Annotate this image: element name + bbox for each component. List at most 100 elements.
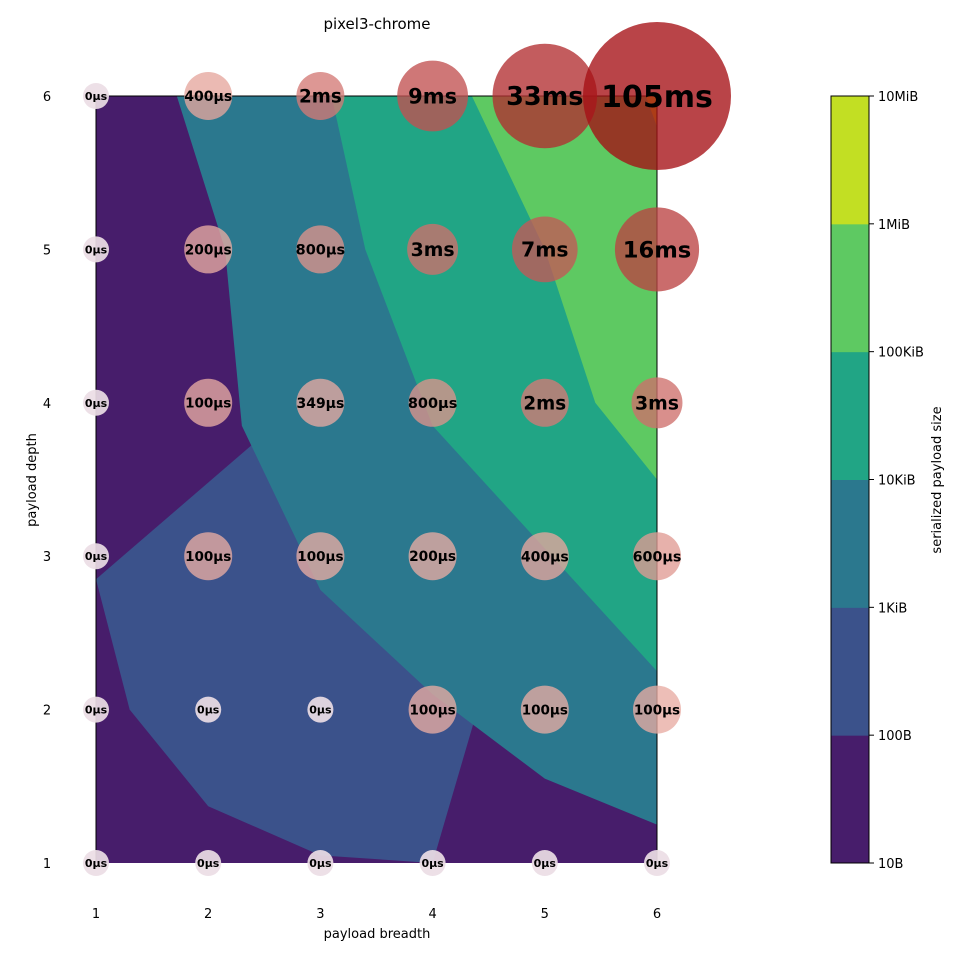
bubble — [520, 378, 569, 427]
y-tick-label: 6 — [43, 90, 51, 105]
colorbar-tick-label: 10B — [878, 857, 903, 872]
bubble-label: 800µs — [296, 243, 345, 259]
bubble-label: 0µs — [646, 857, 669, 870]
colorbar: 10B 100B 1KiB 10KiB 100KiB 1MiB 10MiB — [830, 90, 924, 872]
colorbar-segment — [831, 735, 869, 864]
bubble-label: 3ms — [635, 393, 679, 415]
bubble — [407, 223, 459, 275]
bubble-label: 100µs — [522, 702, 568, 718]
bubble-label: 100µs — [409, 702, 455, 718]
bubble — [83, 83, 109, 109]
bubble-label: 349µs — [297, 396, 345, 412]
bubble-label: 100µs — [185, 396, 231, 412]
bubble — [583, 22, 731, 170]
y-tick-label: 2 — [43, 704, 51, 719]
bubble-label: 200µs — [185, 242, 232, 258]
x-tick-label: 6 — [653, 907, 661, 922]
bubble — [296, 378, 345, 427]
axes-layer: 1 2 3 4 5 6 1 2 3 4 5 6 — [43, 90, 661, 922]
colorbar-tick-label: 100KiB — [878, 346, 924, 361]
x-tick-label: 4 — [428, 907, 436, 922]
bubble — [184, 532, 233, 581]
y-axis-label: payload depth — [25, 433, 40, 527]
y-tick-label: 3 — [43, 550, 51, 565]
bubble-label: 0µs — [421, 857, 444, 870]
bubble — [408, 685, 457, 734]
bubble-label: 0µs — [85, 704, 108, 717]
colorbar-tick-label: 1KiB — [878, 601, 907, 616]
bubble-layer: 0µs 0µs 0µs 0µs 0µs 0µs 0µs 0µs 0µs 0µs 0µs 0µs 0µs 1… — [83, 22, 731, 876]
colorbar-segment — [831, 96, 869, 225]
x-tick-label: 3 — [316, 907, 324, 922]
bubble-label: 100µs — [634, 702, 680, 718]
colorbar-tick-label: 1MiB — [878, 218, 910, 233]
bubble — [520, 532, 569, 581]
bubble-label: 105ms — [601, 80, 713, 115]
x-tick-label: 2 — [204, 907, 212, 922]
contour-layer — [96, 96, 657, 863]
colorbar-tick-label: 10MiB — [878, 90, 918, 105]
bubble — [520, 685, 569, 734]
bubble — [83, 696, 109, 723]
bubble — [307, 696, 334, 723]
bubble — [184, 72, 233, 120]
bubble — [83, 389, 109, 416]
bubble — [408, 532, 457, 581]
colorbar-tick-label: 100B — [878, 729, 912, 744]
bubble — [397, 60, 469, 132]
chart-title: pixel3-chrome — [323, 15, 430, 33]
bubble — [296, 532, 345, 581]
bubble — [296, 72, 345, 120]
colorbar-segment — [831, 223, 869, 353]
bubble-label: 33ms — [506, 82, 583, 112]
colorbar-tick-label: 10KiB — [878, 474, 916, 489]
colorbar-label: serialized payload size — [930, 406, 945, 553]
bubble-label: 0µs — [197, 857, 220, 870]
bubble — [307, 850, 334, 876]
bubble-label: 0µs — [309, 857, 332, 870]
bubble-label: 2ms — [523, 393, 566, 414]
colorbar-segment — [831, 351, 869, 480]
bubble-label: 0µs — [534, 857, 557, 870]
contour-region-4 — [471, 96, 657, 480]
bubble — [83, 850, 109, 876]
bubble-label: 800µs — [408, 396, 457, 412]
bubble — [644, 850, 670, 876]
bubble — [408, 378, 457, 427]
bubble-label: 0µs — [309, 704, 332, 717]
x-tick-label: 1 — [92, 907, 100, 922]
bubble-label: 400µs — [521, 549, 569, 565]
colorbar-segment — [831, 607, 869, 736]
colorbar-segment — [831, 479, 869, 608]
x-axis-label: payload breadth — [324, 927, 431, 942]
bubble-label: 9ms — [408, 85, 457, 109]
bubble — [419, 850, 446, 876]
bubble — [195, 696, 222, 723]
y-tick-label: 5 — [43, 243, 51, 258]
bubble-label: 400µs — [184, 89, 232, 105]
bubble-label: 0µs — [85, 243, 108, 256]
bubble-label: 600µs — [633, 549, 682, 565]
bubble-label: 16ms — [623, 238, 692, 264]
bubble — [296, 225, 345, 274]
bubble-label: 0µs — [85, 90, 108, 103]
bubble-label: 0µs — [85, 397, 108, 410]
bubble — [633, 532, 681, 581]
bubble — [184, 378, 233, 427]
bubble-label: 100µs — [185, 549, 231, 565]
bubble — [184, 225, 233, 274]
x-tick-label: 5 — [541, 907, 549, 922]
bubble — [492, 43, 598, 149]
y-tick-label: 4 — [43, 397, 51, 412]
bubble-label: 0µs — [85, 857, 108, 870]
bubble-label: 200µs — [409, 549, 456, 565]
bubble-label: 2ms — [299, 87, 342, 108]
bubble — [83, 543, 109, 570]
bubble-label: 7ms — [521, 238, 569, 262]
bubble-label: 3ms — [411, 239, 455, 261]
bubble — [511, 216, 578, 283]
bubble — [531, 850, 558, 876]
bubble — [614, 207, 700, 292]
y-tick-label: 1 — [43, 857, 51, 872]
